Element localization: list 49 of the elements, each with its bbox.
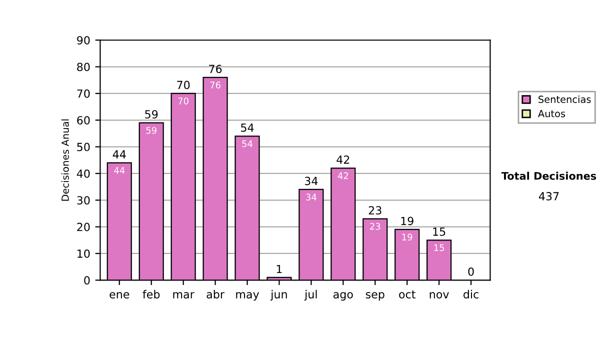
total-label: 70 [177, 80, 190, 90]
total-label: 34 [304, 176, 318, 186]
x-tick-label: jun [270, 290, 287, 301]
y-tick-label: 80 [77, 62, 90, 72]
x-tick-label: may [236, 292, 260, 301]
data-label: 42 [338, 172, 348, 179]
x-tick-label: ene [110, 292, 130, 298]
y-tick-label: 20 [77, 222, 90, 232]
y-tick-label: 50 [77, 142, 90, 152]
legend-label: Autos [538, 110, 566, 118]
x-tick-label: abr [206, 290, 224, 298]
x-tick-label: feb [142, 290, 160, 298]
total-label: 44 [112, 150, 126, 158]
y-tick-label: 40 [76, 169, 90, 178]
text: 437 [538, 192, 559, 200]
total-label: 76 [209, 64, 222, 74]
y-tick-label: 10 [78, 249, 90, 258]
text: Total Decisiones [501, 172, 596, 180]
data-label: 15 [434, 244, 444, 252]
y-tick-label: 70 [77, 89, 90, 98]
y-tick-label: 60 [77, 116, 90, 125]
y-tick-label: 0 [84, 276, 90, 285]
x-tick-label: nov [430, 292, 449, 298]
x-tick-label: jul [304, 290, 317, 301]
y-tick-label: 30 [77, 196, 90, 205]
data-label: 76 [210, 82, 220, 88]
y-tick-label: 90 [77, 36, 90, 44]
x-tick-label: mar [173, 292, 194, 298]
x-tick-label: oct [399, 290, 416, 298]
x-tick-label: ago [333, 292, 353, 301]
total-label: 42 [336, 155, 350, 164]
data-label: 34 [306, 194, 316, 200]
legend-label: Sentencias [538, 95, 591, 104]
total-label: 23 [368, 206, 382, 215]
total-label: 54 [241, 124, 254, 132]
data-label: 19 [402, 234, 412, 240]
x-tick-label: sep [366, 292, 384, 301]
total-label: 19 [401, 216, 414, 226]
x-tick-label: dic [464, 290, 478, 298]
y-axis-title: Decisiones Anual [61, 119, 69, 201]
data-label: 70 [178, 98, 188, 104]
data-label: 59 [146, 126, 156, 134]
total-label: 1 [276, 264, 282, 274]
total-label: 0 [468, 267, 474, 276]
total-label: 15 [433, 228, 446, 236]
data-label: 23 [370, 222, 380, 230]
data-label: 54 [242, 140, 252, 148]
total-label: 59 [145, 110, 158, 119]
data-label: 44 [114, 167, 125, 174]
